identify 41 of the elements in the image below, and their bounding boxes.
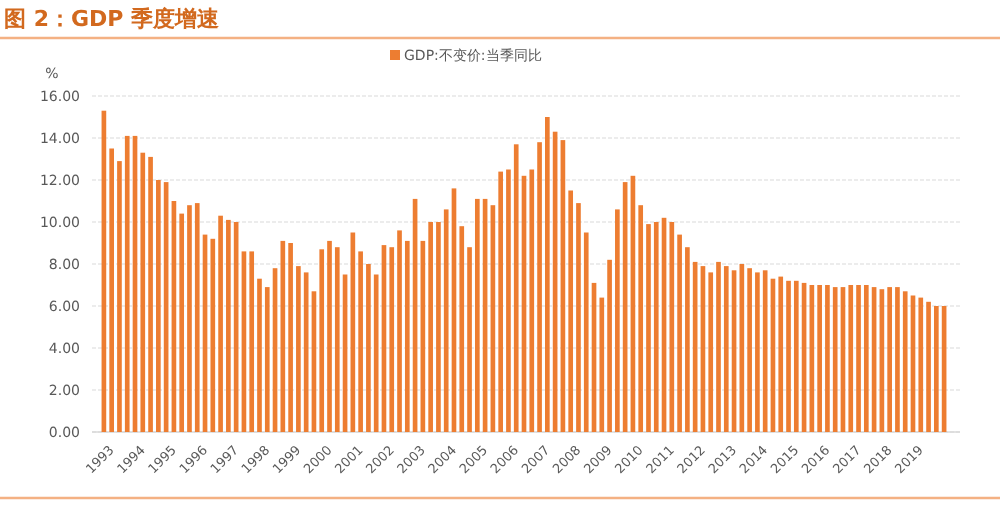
bar	[848, 285, 854, 432]
bar	[832, 287, 838, 432]
bar	[226, 219, 231, 432]
bar	[319, 249, 325, 432]
bar	[669, 222, 675, 432]
bar	[778, 276, 784, 432]
bar	[397, 230, 402, 432]
bar	[513, 144, 519, 432]
bar	[187, 205, 192, 432]
bar	[856, 285, 861, 432]
bar	[723, 266, 729, 432]
bar	[474, 198, 480, 432]
bar	[918, 297, 924, 432]
bar	[148, 156, 153, 432]
bar	[545, 117, 550, 432]
bar	[498, 171, 503, 432]
bar	[218, 215, 223, 432]
bar	[825, 285, 830, 432]
bar	[280, 240, 286, 432]
bar	[288, 243, 293, 432]
bar	[653, 222, 659, 432]
bar	[895, 287, 900, 432]
bar	[762, 270, 768, 432]
bar	[249, 251, 255, 432]
bar	[887, 287, 892, 432]
bar	[124, 135, 130, 432]
bar	[747, 268, 752, 432]
bar	[817, 285, 822, 432]
bar	[863, 285, 869, 432]
bar	[934, 306, 939, 432]
bar	[428, 222, 433, 432]
bar	[902, 291, 908, 432]
bar	[194, 203, 200, 432]
bar	[716, 261, 721, 432]
bar	[793, 280, 799, 432]
bar	[327, 240, 332, 432]
bar	[334, 247, 340, 432]
bar	[786, 280, 791, 432]
chart-title: 图 2：GDP 季度增速	[4, 6, 222, 32]
bar	[926, 301, 931, 432]
bar	[755, 272, 760, 432]
